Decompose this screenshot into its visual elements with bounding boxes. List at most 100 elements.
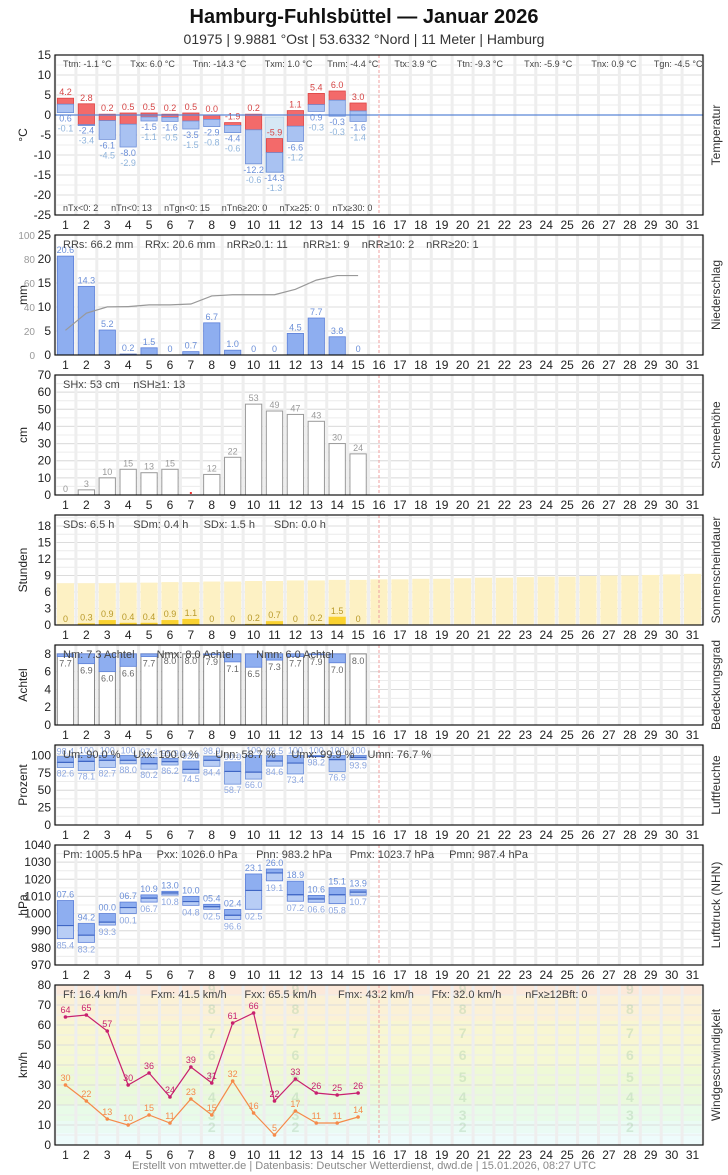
x-axis-days: 1 2 3 4 5 6 7 8 9 10 11 12 13 14 15 16 17 18 19 20 21 22 23 24 2… <box>62 828 699 842</box>
svg-text:24: 24 <box>540 358 554 372</box>
svg-text:4: 4 <box>125 728 132 742</box>
humidity-bar: 100 78.1 <box>78 745 96 781</box>
svg-text:23: 23 <box>519 828 533 842</box>
svg-text:31: 31 <box>686 218 700 232</box>
svg-text:10: 10 <box>123 1113 133 1123</box>
svg-text:28: 28 <box>623 358 637 372</box>
pressure-bar: 23.1 02.5 <box>245 863 263 921</box>
svg-text:40: 40 <box>38 1058 52 1072</box>
svg-text:17: 17 <box>393 628 407 642</box>
svg-text:Txm: 1.0 °C: Txm: 1.0 °C <box>265 59 313 69</box>
svg-text:16: 16 <box>372 968 386 982</box>
svg-text:6: 6 <box>167 968 174 982</box>
svg-text:3: 3 <box>44 602 51 616</box>
svg-text:50: 50 <box>38 402 52 416</box>
svg-text:26: 26 <box>581 628 595 642</box>
svg-text:40: 40 <box>24 303 36 314</box>
svg-text:7: 7 <box>291 1025 299 1041</box>
svg-text:Ffx: 32.0 km/h: Ffx: 32.0 km/h <box>432 989 502 1001</box>
svg-text:0.2: 0.2 <box>310 613 323 623</box>
temp-bar: 0.2 -12.2-0.6 <box>243 103 264 185</box>
cloud-bar: 7.1 <box>224 653 242 726</box>
svg-text:7.1: 7.1 <box>226 664 239 674</box>
svg-text:8: 8 <box>208 498 215 512</box>
svg-text:Ttn: -9.3 °C: Ttn: -9.3 °C <box>457 59 504 69</box>
svg-text:28: 28 <box>623 628 637 642</box>
svg-text:Fxm: 41.5 km/h: Fxm: 41.5 km/h <box>151 989 227 1001</box>
svg-text:14: 14 <box>331 498 345 512</box>
svg-text:20: 20 <box>456 828 470 842</box>
svg-text:5: 5 <box>146 968 153 982</box>
svg-text:10.9: 10.9 <box>140 884 158 894</box>
svg-text:Fxx: 65.5 km/h: Fxx: 65.5 km/h <box>244 989 316 1001</box>
svg-text:16: 16 <box>372 498 386 512</box>
y-axis-ticks: 18 15 12 9 6 3 0 <box>38 519 52 632</box>
cloud-bar: 7.0 <box>328 653 346 726</box>
stats-summary: Um: 90.0 % Uxx: 100.0 % Unn: 58.7 % Umx: 99… <box>63 749 431 761</box>
svg-text:0.5: 0.5 <box>185 102 198 112</box>
svg-text:20: 20 <box>456 728 470 742</box>
footer-credit: Erstellt von mtwetter.de | Datenbasis: D… <box>131 1160 597 1172</box>
svg-text:-5: -5 <box>40 128 51 142</box>
x-axis-days: 1 2 3 4 5 6 7 8 9 10 11 12 13 14 15 16 17 18 19 20 21 22 23 24 2… <box>62 358 699 372</box>
humidity-bar: 97.4 80.2 <box>140 747 158 780</box>
stats-summary: Nm: 7.3 Achtel Nmx: 8.0 Achtel Nmn: 6.0 Ac… <box>63 649 334 661</box>
possible-sunshine-bar <box>286 580 304 625</box>
svg-text:88.0: 88.0 <box>119 765 137 775</box>
snow-bar: 30 <box>328 433 346 496</box>
svg-text:78.1: 78.1 <box>78 772 96 782</box>
svg-text:29: 29 <box>644 828 658 842</box>
stats-summary: SHx: 53 cm nSH≥1: 13 <box>63 379 185 391</box>
x-axis-days: 1 2 3 4 5 6 7 8 9 10 11 12 13 14 15 16 17 18 19 20 21 22 23 24 2… <box>62 218 699 232</box>
svg-text:30: 30 <box>332 433 342 443</box>
svg-text:2.8: 2.8 <box>80 93 93 103</box>
svg-text:13: 13 <box>310 628 324 642</box>
y-axis-label: Prozent <box>16 764 30 806</box>
stats-summary: Pm: 1005.5 hPa Pxx: 1026.0 hPa Pnn: 983.2 … <box>63 849 529 861</box>
svg-text:5: 5 <box>146 218 153 232</box>
x-axis-days: 1 2 3 4 5 6 7 8 9 10 11 12 13 14 15 16 17 18 19 20 21 22 23 24 2… <box>62 1148 699 1162</box>
temp-bar: 6.0 -0.3-0.3 <box>328 80 346 137</box>
svg-text:10: 10 <box>247 498 261 512</box>
svg-text:6: 6 <box>167 1148 174 1162</box>
svg-text:30: 30 <box>60 1073 70 1083</box>
sunshine-bar: 0 <box>293 614 298 624</box>
svg-text:11: 11 <box>268 498 281 512</box>
svg-text:12: 12 <box>207 463 217 473</box>
svg-text:14: 14 <box>331 728 345 742</box>
svg-text:17: 17 <box>393 968 407 982</box>
svg-text:18: 18 <box>414 498 428 512</box>
svg-text:80.2: 80.2 <box>140 770 158 780</box>
svg-text:30: 30 <box>665 358 679 372</box>
svg-text:16: 16 <box>372 628 386 642</box>
svg-text:27: 27 <box>602 628 616 642</box>
svg-text:RRs: 66.2 mm: RRs: 66.2 mm <box>63 239 133 251</box>
svg-text:0.2: 0.2 <box>122 343 135 353</box>
svg-text:10: 10 <box>38 471 52 485</box>
svg-text:14: 14 <box>331 358 345 372</box>
svg-text:3: 3 <box>104 358 111 372</box>
svg-text:31: 31 <box>686 358 700 372</box>
humidity-bar: 100 66.0 <box>245 745 263 790</box>
svg-text:10: 10 <box>38 300 52 314</box>
svg-text:1: 1 <box>62 498 69 512</box>
svg-text:nTn6≥20: 0: nTn6≥20: 0 <box>222 203 267 213</box>
svg-text:-0.6: -0.6 <box>246 175 262 185</box>
pressure-bar: 10.9 06.7 <box>140 884 158 914</box>
svg-text:nTx<0: 2: nTx<0: 2 <box>63 203 98 213</box>
svg-text:7: 7 <box>188 358 195 372</box>
precip-bar: 1.5 <box>140 337 158 356</box>
svg-text:0.5: 0.5 <box>143 102 156 112</box>
svg-text:30: 30 <box>665 968 679 982</box>
svg-text:SDm: 0.4 h: SDm: 0.4 h <box>133 519 188 531</box>
svg-text:0.4: 0.4 <box>122 612 135 622</box>
svg-text:0: 0 <box>44 618 51 632</box>
svg-text:17: 17 <box>393 218 407 232</box>
svg-text:24: 24 <box>540 218 554 232</box>
possible-sunshine-bar <box>474 577 493 625</box>
svg-text:11: 11 <box>268 218 281 232</box>
svg-text:66.0: 66.0 <box>245 780 263 790</box>
svg-text:0: 0 <box>29 351 35 362</box>
snow-bar: 49 <box>265 400 284 496</box>
svg-text:7.7: 7.7 <box>143 659 156 669</box>
